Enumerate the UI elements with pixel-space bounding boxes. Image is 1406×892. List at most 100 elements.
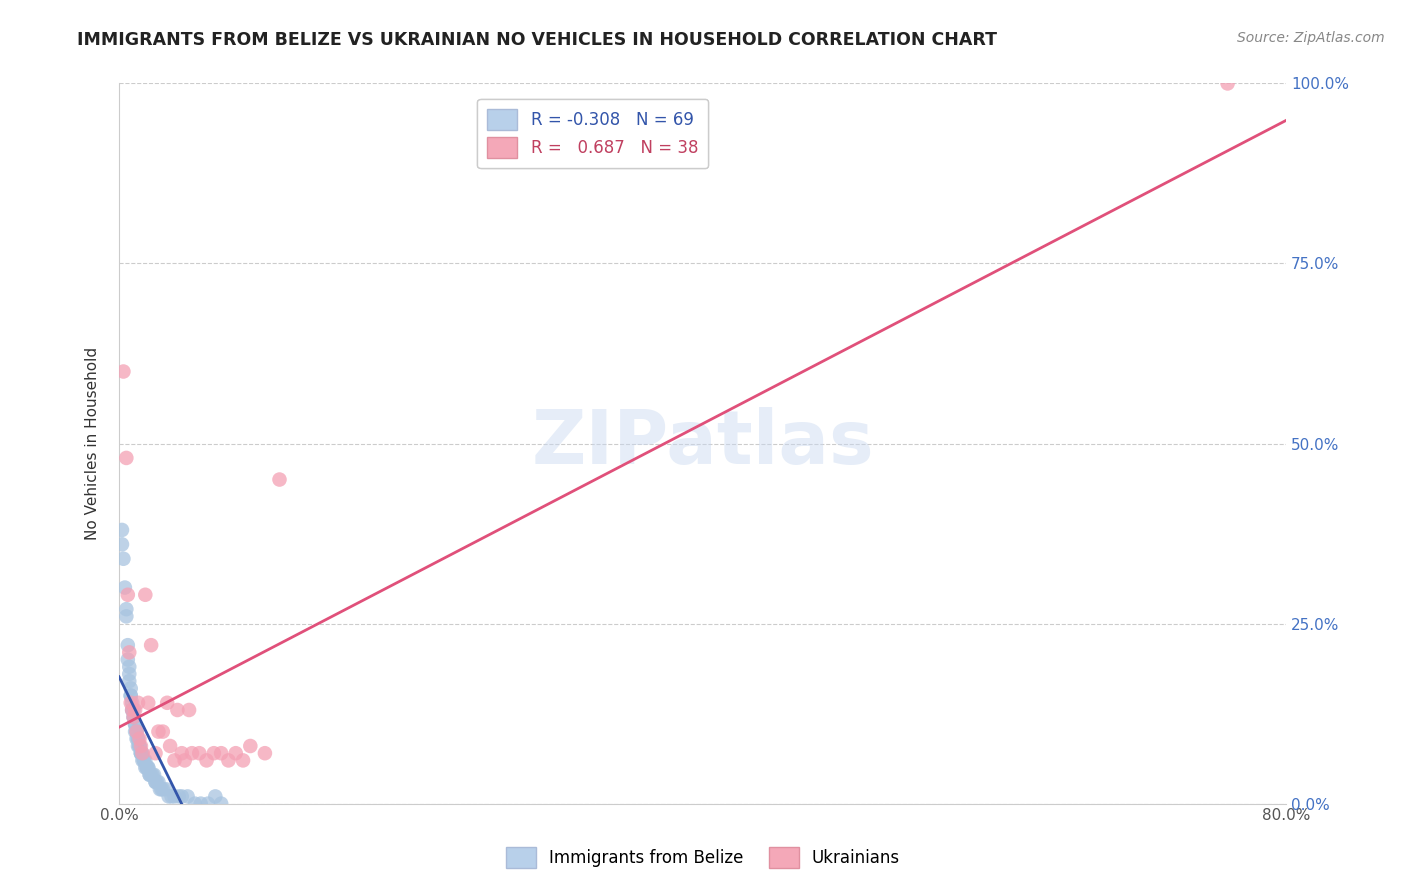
Point	[127, 731, 149, 746]
Point	[217, 753, 239, 767]
Point	[124, 724, 146, 739]
Point	[121, 703, 143, 717]
Point	[139, 638, 162, 652]
Point	[1216, 77, 1239, 91]
Point	[131, 753, 153, 767]
Point	[128, 739, 150, 753]
Point	[155, 782, 177, 797]
Point	[145, 775, 167, 789]
Point	[181, 746, 204, 760]
Point	[118, 674, 141, 689]
Point	[136, 696, 159, 710]
Point	[146, 775, 169, 789]
Point	[184, 797, 207, 811]
Point	[131, 746, 153, 760]
Point	[197, 797, 219, 811]
Point	[148, 775, 170, 789]
Point	[159, 739, 181, 753]
Point	[148, 724, 170, 739]
Point	[121, 703, 143, 717]
Point	[157, 789, 180, 804]
Point	[120, 689, 142, 703]
Point	[204, 789, 226, 804]
Point	[125, 724, 148, 739]
Point	[132, 753, 155, 767]
Point	[118, 645, 141, 659]
Point	[111, 537, 134, 551]
Y-axis label: No Vehicles in Household: No Vehicles in Household	[86, 347, 100, 540]
Point	[122, 710, 145, 724]
Point	[117, 652, 139, 666]
Point	[111, 523, 134, 537]
Point	[143, 768, 166, 782]
Point	[149, 782, 172, 797]
Point	[160, 789, 183, 804]
Point	[121, 696, 143, 710]
Point	[176, 789, 198, 804]
Point	[124, 717, 146, 731]
Point	[128, 739, 150, 753]
Point	[209, 797, 232, 811]
Point	[209, 746, 232, 760]
Point	[170, 789, 193, 804]
Point	[156, 696, 179, 710]
Point	[124, 717, 146, 731]
Point	[127, 739, 149, 753]
Point	[136, 761, 159, 775]
Point	[188, 746, 211, 760]
Point	[139, 768, 162, 782]
Point	[150, 782, 173, 797]
Point	[135, 761, 157, 775]
Point	[125, 724, 148, 739]
Point	[124, 703, 146, 717]
Point	[232, 753, 254, 767]
Point	[269, 473, 291, 487]
Point	[121, 703, 143, 717]
Point	[152, 782, 174, 797]
Point	[173, 753, 195, 767]
Point	[134, 588, 156, 602]
Point	[112, 551, 135, 566]
Point	[134, 753, 156, 767]
Point	[122, 703, 145, 717]
Point	[152, 724, 174, 739]
Text: ZIPatlas: ZIPatlas	[531, 407, 873, 480]
Point	[132, 753, 155, 767]
Point	[166, 703, 188, 717]
Point	[253, 746, 276, 760]
Point	[136, 761, 159, 775]
Point	[145, 746, 167, 760]
Point	[239, 739, 262, 753]
Point	[202, 746, 225, 760]
Point	[195, 753, 218, 767]
Point	[127, 731, 149, 746]
Legend: Immigrants from Belize, Ukrainians: Immigrants from Belize, Ukrainians	[499, 840, 907, 875]
Point	[128, 739, 150, 753]
Point	[134, 761, 156, 775]
Point	[138, 768, 160, 782]
Point	[117, 588, 139, 602]
Point	[128, 731, 150, 746]
Point	[138, 768, 160, 782]
Point	[118, 667, 141, 681]
Point	[129, 746, 152, 760]
Text: IMMIGRANTS FROM BELIZE VS UKRAINIAN NO VEHICLES IN HOUSEHOLD CORRELATION CHART: IMMIGRANTS FROM BELIZE VS UKRAINIAN NO V…	[77, 31, 997, 49]
Point	[129, 746, 152, 760]
Point	[145, 775, 167, 789]
Point	[115, 450, 138, 465]
Point	[114, 581, 136, 595]
Legend: R = -0.308   N = 69, R =   0.687   N = 38: R = -0.308 N = 69, R = 0.687 N = 38	[478, 99, 709, 169]
Point	[120, 681, 142, 696]
Point	[129, 739, 152, 753]
Point	[163, 789, 186, 804]
Text: Source: ZipAtlas.com: Source: ZipAtlas.com	[1237, 31, 1385, 45]
Point	[129, 746, 152, 760]
Point	[163, 753, 186, 767]
Point	[122, 710, 145, 724]
Point	[177, 703, 200, 717]
Point	[127, 696, 149, 710]
Point	[135, 761, 157, 775]
Point	[142, 768, 165, 782]
Point	[125, 731, 148, 746]
Point	[190, 797, 212, 811]
